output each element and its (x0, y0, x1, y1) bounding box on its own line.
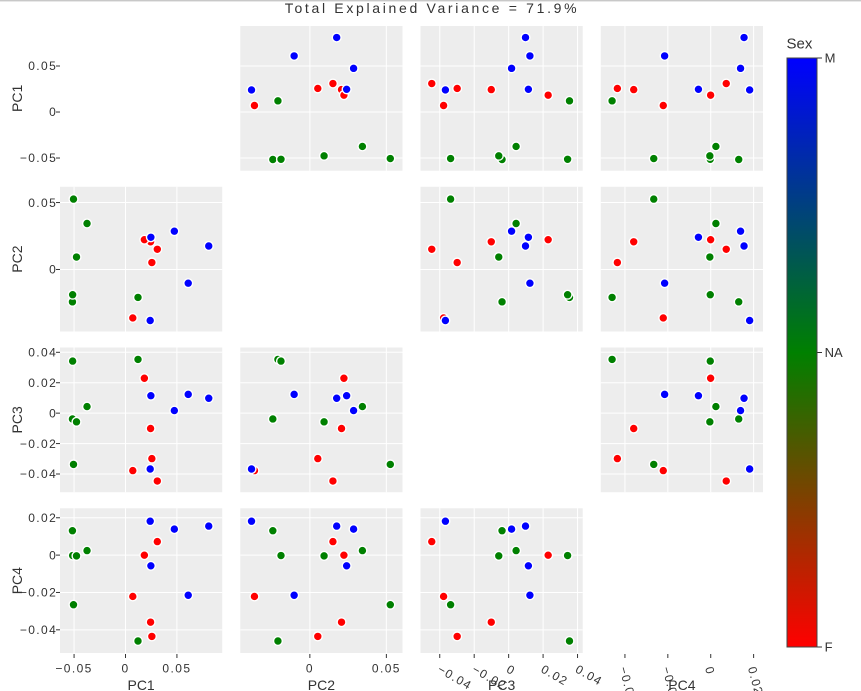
svg-text:M: M (825, 51, 836, 66)
svg-text:F: F (825, 640, 833, 655)
svg-text:0.05: 0.05 (372, 661, 401, 675)
svg-text:0.05: 0.05 (162, 661, 191, 675)
svg-text:Total Explained Variance = 71.: Total Explained Variance = 71.9% (285, 0, 579, 16)
svg-text:0.02: 0.02 (28, 376, 57, 390)
svg-text:PC4: PC4 (668, 677, 695, 691)
svg-text:0.02: 0.02 (28, 511, 57, 525)
svg-text:−0.04: −0.04 (20, 467, 57, 481)
svg-text:NA: NA (825, 345, 843, 360)
svg-text:−0.05: −0.05 (55, 661, 92, 675)
svg-text:0: 0 (49, 406, 57, 420)
svg-text:0: 0 (121, 661, 129, 675)
svg-text:PC2: PC2 (9, 245, 25, 272)
svg-text:PC4: PC4 (9, 567, 25, 594)
svg-text:PC3: PC3 (9, 406, 25, 433)
svg-text:−0.04: −0.04 (20, 623, 57, 637)
svg-text:−0.02: −0.02 (20, 437, 57, 451)
svg-text:0: 0 (49, 105, 57, 119)
svg-text:−0.05: −0.05 (20, 151, 57, 165)
svg-text:0: 0 (49, 548, 57, 562)
svg-text:0.05: 0.05 (28, 59, 57, 73)
svg-text:PC1: PC1 (9, 85, 25, 112)
svg-text:PC1: PC1 (127, 677, 154, 691)
svg-text:PC3: PC3 (488, 677, 515, 691)
svg-text:0.04: 0.04 (28, 346, 57, 360)
svg-text:0.05: 0.05 (28, 196, 57, 210)
svg-text:0: 0 (702, 665, 718, 676)
svg-text:−0.02: −0.02 (20, 586, 57, 600)
svg-text:0: 0 (306, 661, 314, 675)
svg-text:0.02: 0.02 (745, 665, 766, 691)
svg-text:Sex: Sex (787, 36, 813, 53)
svg-text:0: 0 (49, 263, 57, 277)
svg-text:PC2: PC2 (308, 677, 335, 691)
